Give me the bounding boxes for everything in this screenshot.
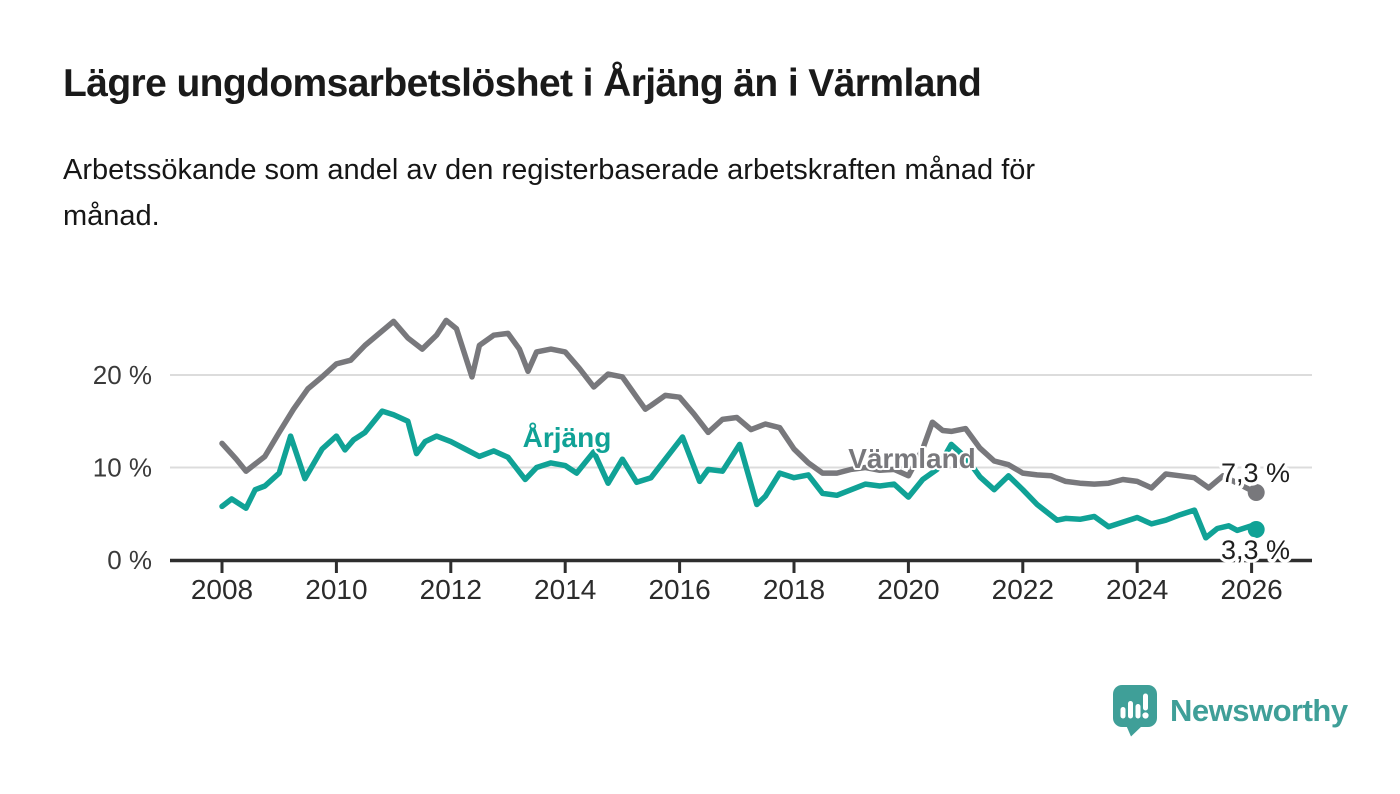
series-end-dot-arjang bbox=[1247, 521, 1265, 538]
x-tick-label-2010: 2010 bbox=[305, 574, 367, 605]
x-tick-label-2014: 2014 bbox=[534, 574, 596, 605]
x-tick-label-2016: 2016 bbox=[648, 574, 710, 605]
end-value-label-arjang: 3,3 % bbox=[1221, 535, 1290, 565]
chart-subtitle: Arbetssökande som andel av den registerb… bbox=[63, 154, 1036, 232]
x-tick-label-2018: 2018 bbox=[763, 574, 825, 605]
newsworthy-logo: Newsworthy bbox=[1112, 684, 1348, 737]
series-label-arjang: Årjäng bbox=[523, 422, 612, 453]
x-tick-label-2024: 2024 bbox=[1106, 574, 1168, 605]
y-tick-label-10: 10 % bbox=[93, 453, 152, 483]
series-line-varmland bbox=[219, 317, 1259, 496]
series-end-dot-varmland bbox=[1247, 484, 1265, 501]
x-tick-label-2022: 2022 bbox=[992, 574, 1054, 605]
x-tick-label-2026: 2026 bbox=[1220, 574, 1282, 605]
newsworthy-bubble-icon bbox=[1113, 685, 1157, 737]
series-line-arjang bbox=[219, 408, 1259, 541]
end-value-label-varmland: 7,3 % bbox=[1221, 458, 1290, 488]
y-tick-label-0: 0 % bbox=[107, 545, 152, 575]
x-tick-label-2020: 2020 bbox=[877, 574, 939, 605]
series-label-varmland: Värmland bbox=[848, 443, 976, 474]
y-tick-label-20: 20 % bbox=[93, 360, 152, 390]
page-title: Lägre ungdomsarbetslöshet i Årjäng än i … bbox=[63, 62, 982, 105]
brand-name: Newsworthy bbox=[1170, 692, 1348, 728]
x-tick-label-2012: 2012 bbox=[420, 574, 482, 605]
x-tick-label-2008: 2008 bbox=[191, 574, 253, 605]
